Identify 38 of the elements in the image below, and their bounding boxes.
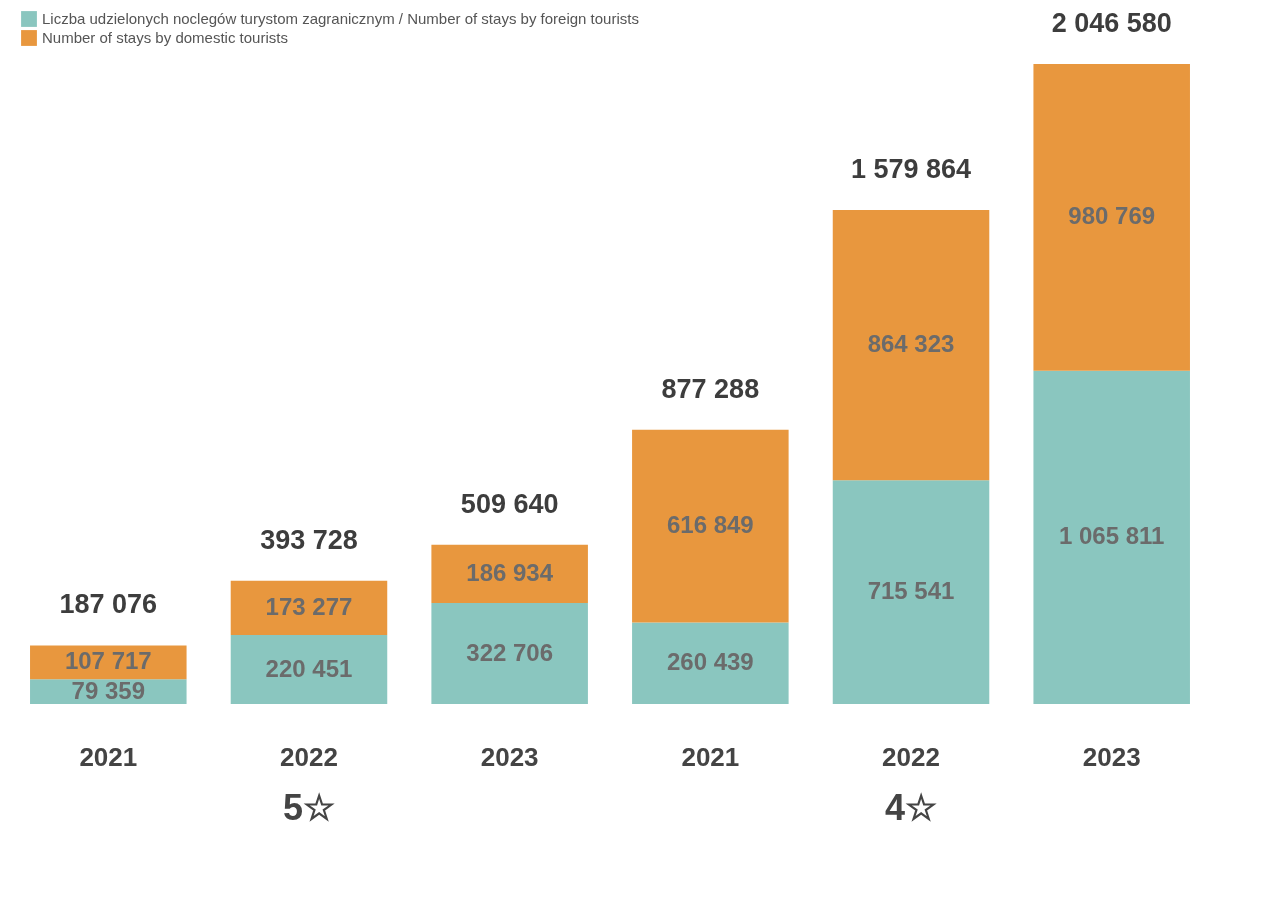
total-label: 1 579 864	[850, 153, 972, 184]
bar	[632, 622, 789, 704]
bar	[632, 429, 789, 623]
data-label: 715 541	[867, 577, 955, 605]
bar	[230, 580, 388, 636]
data-label: 186 934	[466, 558, 554, 586]
data-label: 616 849	[666, 511, 754, 539]
data-label: 173 277	[265, 592, 353, 620]
data-label: 79 359	[71, 676, 145, 704]
data-label: 107 717	[64, 647, 152, 675]
legend-label: Number of stays by domestic tourists	[42, 29, 288, 46]
data-label: 220 451	[265, 654, 353, 682]
bar	[1033, 370, 1190, 704]
x-tick-label: 2022	[882, 741, 940, 772]
text: 5☆	[282, 787, 335, 828]
bar	[832, 209, 990, 481]
data-label: 980 769	[1068, 202, 1156, 230]
text: 4☆	[885, 787, 938, 828]
data-label: 1 065 811	[1058, 522, 1165, 550]
bar	[1033, 64, 1190, 371]
data-label: 322 706	[466, 638, 554, 666]
bar	[832, 480, 990, 704]
x-tick-label: 2021	[681, 741, 740, 772]
x-tick-label: 2022	[280, 741, 338, 772]
bar	[431, 544, 588, 604]
total-label: 509 640	[460, 488, 559, 519]
x-tick-label: 2023	[1082, 741, 1141, 772]
data-label: 260 439	[666, 648, 754, 676]
x-tick-label: 2023	[480, 741, 539, 772]
bar	[230, 635, 388, 704]
total-label: 187 076	[59, 589, 158, 620]
total-label: 393 728	[260, 524, 358, 555]
legend-label: Liczba udzielonych noclegów turystom zagranicznym / Number of stays by foreign tourists	[42, 10, 639, 27]
bar	[431, 603, 588, 704]
x-tick-label: 2021	[79, 741, 138, 772]
total-label: 877 288	[661, 373, 760, 404]
total-label: 2 046 580	[1051, 8, 1172, 38]
data-label: 864 323	[867, 330, 955, 358]
